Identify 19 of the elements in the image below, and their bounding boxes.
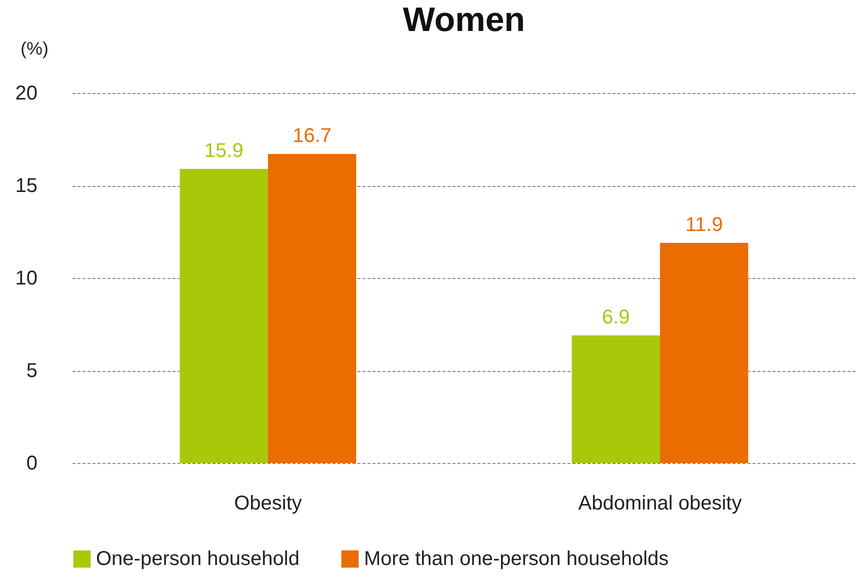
x-tick-label: Abdominal obesity (578, 492, 742, 514)
data-label: 11.9 (685, 214, 723, 236)
y-axis-title: (%) (20, 38, 48, 58)
bar (572, 335, 660, 463)
data-label: 15.9 (204, 140, 244, 162)
bar (660, 242, 748, 463)
y-tick-label: 0 (26, 452, 38, 474)
x-tick-label: Obesity (234, 492, 302, 514)
y-tick-label: 20 (15, 82, 38, 104)
y-tick-label: 5 (26, 360, 38, 382)
data-label: 16.7 (292, 125, 332, 148)
bar (180, 168, 268, 463)
legend-label: More than one-person households (364, 548, 669, 570)
y-tick-label: 15 (15, 175, 38, 197)
y-tick-label: 10 (15, 268, 38, 290)
data-label: 6.9 (602, 306, 630, 328)
chart-title: Women (402, 1, 526, 39)
legend-label: One-person household (96, 548, 300, 570)
bar (268, 154, 356, 463)
